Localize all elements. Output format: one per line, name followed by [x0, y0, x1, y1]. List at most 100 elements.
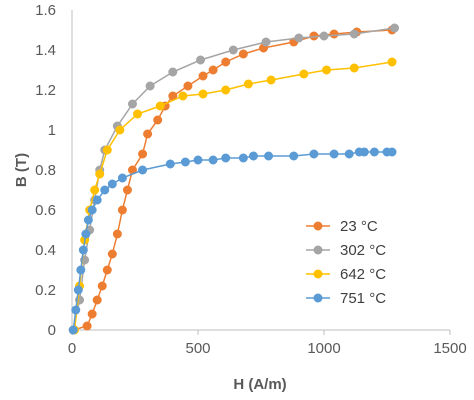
- data-point: [78, 245, 88, 255]
- data-point: [390, 23, 400, 33]
- legend-item: 751 °C: [306, 290, 386, 307]
- data-point: [168, 67, 178, 77]
- data-point: [138, 149, 148, 159]
- data-point: [117, 173, 127, 183]
- y-axis-title: B (T): [13, 153, 30, 187]
- data-point: [349, 29, 359, 39]
- data-point: [221, 153, 231, 163]
- data-point: [82, 321, 92, 331]
- y-tick-label: 0: [48, 322, 56, 339]
- data-point: [221, 57, 231, 67]
- data-point: [102, 265, 112, 275]
- axes: 0 500 1000 1500 0 0.2 0.4 0.6 0.8 1 1.2 1.4 1.6: [35, 2, 467, 357]
- data-point: [309, 149, 319, 159]
- data-point: [81, 229, 91, 239]
- series-3: [68, 147, 397, 335]
- data-point: [349, 63, 359, 73]
- legend-item: 642 °C: [306, 266, 386, 283]
- data-point: [115, 125, 125, 135]
- data-point: [73, 285, 83, 295]
- data-point: [344, 149, 354, 159]
- y-tick-label: 0.4: [35, 242, 56, 259]
- data-point: [117, 205, 127, 215]
- data-point: [238, 153, 248, 163]
- legend-label: 23 °C: [340, 218, 378, 235]
- y-tick-label: 0.6: [35, 202, 56, 219]
- y-tick-label: 1.4: [35, 42, 56, 59]
- data-point: [165, 159, 175, 169]
- data-point: [68, 325, 78, 335]
- data-point: [208, 65, 218, 75]
- data-point: [112, 229, 122, 239]
- data-point: [153, 115, 163, 125]
- data-point: [107, 249, 117, 259]
- data-point: [221, 85, 231, 95]
- x-axis-title: H (A/m): [233, 376, 286, 393]
- data-point: [319, 31, 329, 41]
- data-point: [90, 185, 100, 195]
- x-tick-label: 1500: [433, 340, 466, 357]
- data-point: [97, 281, 107, 291]
- data-point: [238, 49, 248, 59]
- data-point: [145, 81, 155, 91]
- legend-label: 642 °C: [340, 266, 386, 283]
- x-tick-label: 500: [185, 340, 210, 357]
- data-point: [289, 151, 299, 161]
- data-point: [92, 195, 102, 205]
- legend-swatch-marker: [313, 293, 323, 303]
- data-point: [261, 37, 271, 47]
- data-point: [143, 129, 153, 139]
- legend-swatch-marker: [313, 221, 323, 231]
- legend-label: 302 °C: [340, 242, 386, 259]
- data-point: [127, 99, 137, 109]
- legend: 23 °C 302 °C 642 °C 751 °C: [306, 218, 386, 307]
- data-point: [76, 265, 86, 275]
- data-point: [178, 91, 188, 101]
- data-point: [369, 147, 379, 157]
- data-point: [329, 29, 339, 39]
- data-point: [83, 215, 93, 225]
- x-tick-label: 0: [68, 340, 76, 357]
- data-point: [248, 151, 258, 161]
- legend-swatch-marker: [313, 245, 323, 255]
- data-point: [198, 89, 208, 99]
- data-point: [122, 185, 132, 195]
- data-point: [264, 151, 274, 161]
- data-point: [183, 81, 193, 91]
- data-point: [133, 109, 143, 119]
- data-point: [322, 65, 332, 75]
- data-point: [359, 147, 369, 157]
- data-point: [87, 205, 97, 215]
- data-point: [243, 79, 253, 89]
- legend-item: 23 °C: [306, 218, 378, 235]
- data-point: [92, 295, 102, 305]
- data-point: [299, 69, 309, 79]
- legend-label: 751 °C: [340, 290, 386, 307]
- data-point: [71, 305, 81, 315]
- legend-swatch-marker: [313, 269, 323, 279]
- data-point: [107, 179, 117, 189]
- data-point: [329, 149, 339, 159]
- data-point: [95, 169, 105, 179]
- data-point: [387, 57, 397, 67]
- data-point: [387, 147, 397, 157]
- legend-item: 302 °C: [306, 242, 386, 259]
- data-point: [228, 45, 238, 55]
- data-point: [193, 155, 203, 165]
- data-point: [198, 71, 208, 81]
- y-tick-label: 0.8: [35, 162, 56, 179]
- x-tick-label: 1000: [307, 340, 340, 357]
- y-tick-label: 1.6: [35, 2, 56, 19]
- data-point: [208, 155, 218, 165]
- y-tick-label: 0.2: [35, 282, 56, 299]
- data-point: [196, 55, 206, 65]
- data-point: [102, 145, 112, 155]
- series-layer: [68, 23, 400, 335]
- data-point: [266, 75, 276, 85]
- data-point: [180, 157, 190, 167]
- y-tick-label: 1: [48, 122, 56, 139]
- data-point: [155, 101, 165, 111]
- data-point: [87, 309, 97, 319]
